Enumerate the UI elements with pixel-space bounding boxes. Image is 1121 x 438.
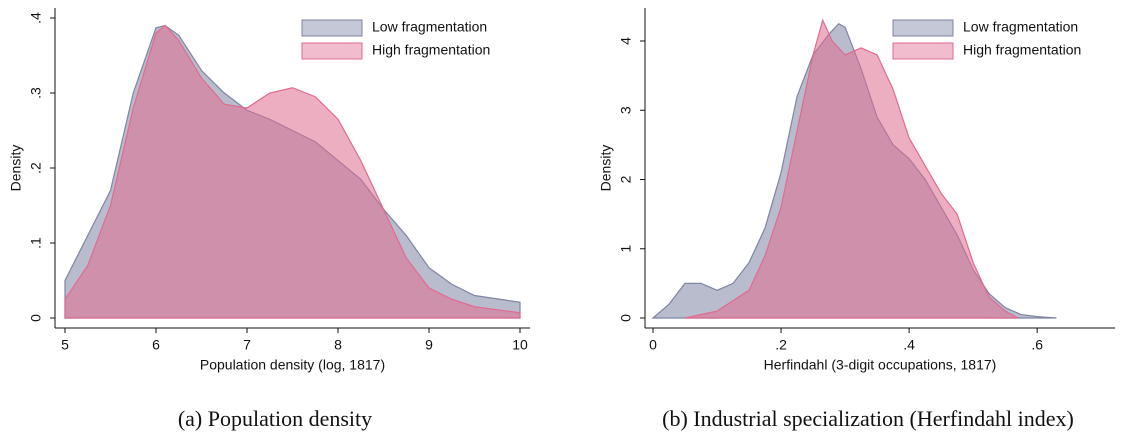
x-tick-label: 8 xyxy=(334,337,342,353)
legend-swatch xyxy=(892,42,954,60)
y-tick-label: .3 xyxy=(28,87,44,99)
y-axis-title: Density xyxy=(8,145,24,192)
density-area xyxy=(684,18,1019,319)
legend-swatch xyxy=(892,19,954,37)
y-tick-label: 4 xyxy=(618,37,634,45)
y-tick-label: 0 xyxy=(28,314,44,322)
caption: (b) Industrial specialization (Herfindah… xyxy=(662,406,1074,431)
x-tick-label: 9 xyxy=(425,337,433,353)
y-tick-label: 3 xyxy=(618,106,634,114)
legend-label: High fragmentation xyxy=(963,42,1081,58)
x-axis-title: Population density (log, 1817) xyxy=(200,357,385,373)
x-tick-label: 0 xyxy=(649,337,657,353)
y-tick-label: 0 xyxy=(618,314,634,322)
x-tick-label: 7 xyxy=(243,337,251,353)
x-tick-label: .4 xyxy=(903,337,915,353)
x-tick-label: 5 xyxy=(61,337,69,353)
y-tick-label: .1 xyxy=(28,237,44,249)
x-axis-title: Herfindahl (3-digit occupations, 1817) xyxy=(764,357,997,373)
density-area xyxy=(64,24,521,319)
y-tick-label: 1 xyxy=(618,245,634,253)
legend-label: Low fragmentation xyxy=(963,19,1078,35)
y-axis-title: Density xyxy=(598,145,614,192)
y-tick-label: .4 xyxy=(28,12,44,24)
legend-label: High fragmentation xyxy=(372,42,490,58)
legend-swatch xyxy=(301,42,363,60)
x-tick-label: .6 xyxy=(1031,337,1043,353)
x-tick-label: 10 xyxy=(512,337,528,353)
x-tick-label: .2 xyxy=(775,337,787,353)
y-tick-label: .2 xyxy=(28,162,44,174)
legend-swatch xyxy=(301,19,363,37)
caption: (a) Population density xyxy=(178,406,372,431)
y-tick-label: 2 xyxy=(618,175,634,183)
x-tick-label: 6 xyxy=(152,337,160,353)
legend-label: Low fragmentation xyxy=(372,19,487,35)
